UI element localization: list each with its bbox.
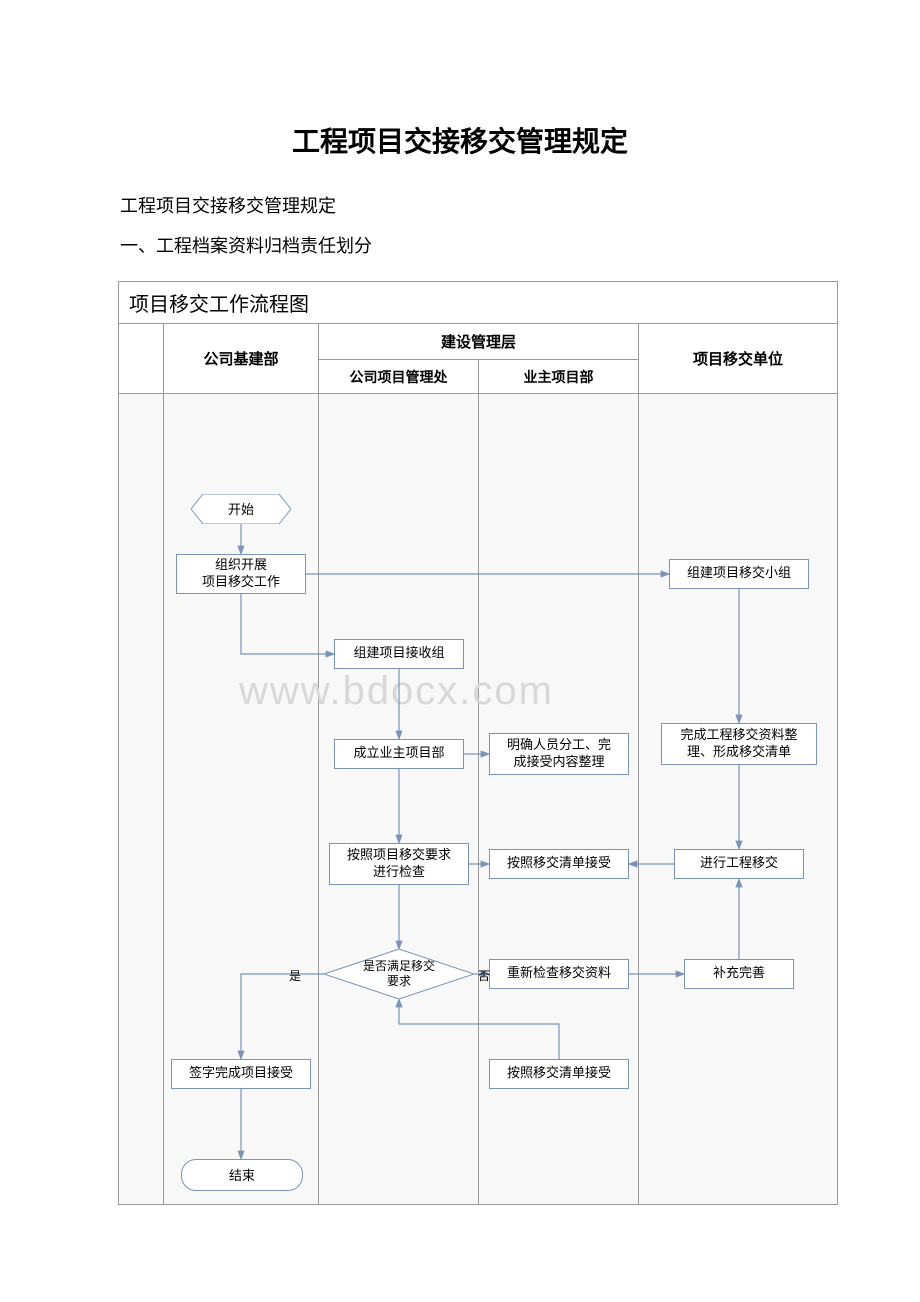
lane-label-1: 公司基建部 — [164, 324, 318, 394]
lane-label-mgmt: 建设管理层 — [319, 324, 638, 360]
flow-node-start: 开始 — [191, 494, 291, 524]
swimlane-area: 公司基建部 建设管理层 公司项目管理处 业主项目部 项目移交单位 www.bdo… — [119, 324, 837, 1204]
flow-node-do_hand: 进行工程移交 — [674, 849, 804, 879]
flow-node-recheck: 重新检查移交资料 — [489, 959, 629, 989]
flowchart-title: 项目移交工作流程图 — [119, 282, 837, 324]
flow-node-check: 按照项目移交要求进行检查 — [329, 843, 469, 885]
flow-node-team_recv: 组建项目接收组 — [334, 639, 464, 669]
flow-node-owner_dept: 成立业主项目部 — [334, 739, 464, 769]
flow-node-clarify: 明确人员分工、完成接受内容整理 — [489, 733, 629, 775]
flow-node-accept1: 按照移交清单接受 — [489, 849, 629, 879]
lane-body-sub1 — [319, 394, 479, 1204]
flow-node-mat_ready: 完成工程移交资料整理、形成移交清单 — [661, 723, 817, 765]
lane-body-margin — [119, 394, 164, 1204]
lane-label-4: 项目移交单位 — [639, 324, 837, 394]
flow-node-sign: 签字完成项目接受 — [171, 1059, 311, 1089]
lane-label-sub2: 业主项目部 — [479, 360, 638, 395]
section-heading: 一、工程档案资料归档责任划分 — [120, 230, 800, 262]
flow-node-accept2: 按照移交清单接受 — [489, 1059, 629, 1089]
flow-node-end: 结束 — [181, 1159, 303, 1191]
flow-node-supplement: 补充完善 — [684, 959, 794, 989]
lane-label-sub1: 公司项目管理处 — [319, 360, 479, 395]
subtitle: 工程项目交接移交管理规定 — [120, 190, 800, 222]
flow-edge-label-13: 是 — [289, 967, 301, 984]
lane-header-1: 公司基建部 — [164, 324, 319, 394]
lane-header-4: 项目移交单位 — [639, 324, 837, 394]
page-title: 工程项目交接移交管理规定 — [120, 120, 800, 160]
lane-header-mgmt: 建设管理层 公司项目管理处 业主项目部 — [319, 324, 639, 394]
flowchart-container: 项目移交工作流程图 公司基建部 建设管理层 公司项目管理处 业主项目部 — [118, 281, 838, 1205]
flow-node-organize: 组织开展项目移交工作 — [176, 554, 306, 594]
lane-header-margin — [119, 324, 164, 394]
lane-body-4 — [639, 394, 837, 1204]
flow-node-team_hand: 组建项目移交小组 — [669, 559, 809, 589]
flow-node-decision: 是否满足移交要求 — [324, 949, 474, 999]
flow-edge-label-11: 否 — [478, 967, 490, 984]
